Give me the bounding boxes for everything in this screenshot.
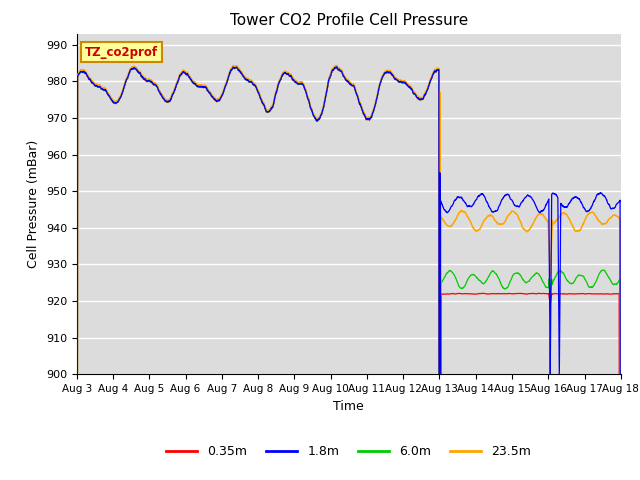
X-axis label: Time: Time (333, 400, 364, 413)
Legend: 0.35m, 1.8m, 6.0m, 23.5m: 0.35m, 1.8m, 6.0m, 23.5m (161, 440, 536, 463)
Text: TZ_co2prof: TZ_co2prof (85, 46, 158, 59)
Title: Tower CO2 Profile Cell Pressure: Tower CO2 Profile Cell Pressure (230, 13, 468, 28)
Y-axis label: Cell Pressure (mBar): Cell Pressure (mBar) (28, 140, 40, 268)
